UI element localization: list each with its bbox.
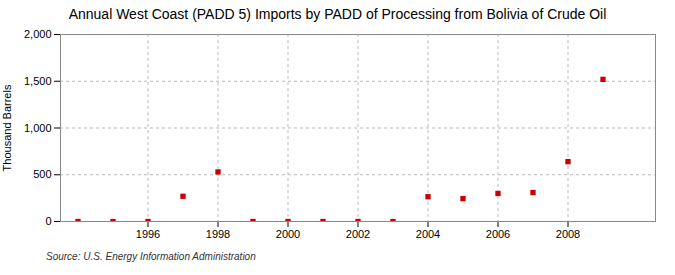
svg-text:2004: 2004 [416, 228, 440, 240]
svg-text:2,000: 2,000 [24, 28, 52, 40]
svg-text:2006: 2006 [486, 228, 510, 240]
svg-text:2000: 2000 [276, 228, 300, 240]
svg-text:2008: 2008 [556, 228, 580, 240]
svg-text:1,500: 1,500 [24, 75, 52, 87]
svg-text:2002: 2002 [346, 228, 370, 240]
svg-text:0: 0 [45, 215, 51, 227]
svg-text:1998: 1998 [206, 228, 230, 240]
svg-text:1,000: 1,000 [24, 122, 52, 134]
html-text:Source: U.S. Energy Informatio: Source: U.S. Energy Information Administ… [46, 251, 256, 262]
svg-text:Thousand Barrels: Thousand Barrels [1, 84, 13, 171]
html-text:Annual West Coast (PADD 5) Imp: Annual West Coast (PADD 5) Imports by PA… [68, 6, 607, 22]
svg-text:500: 500 [33, 168, 51, 180]
svg-text:1996: 1996 [136, 228, 160, 240]
